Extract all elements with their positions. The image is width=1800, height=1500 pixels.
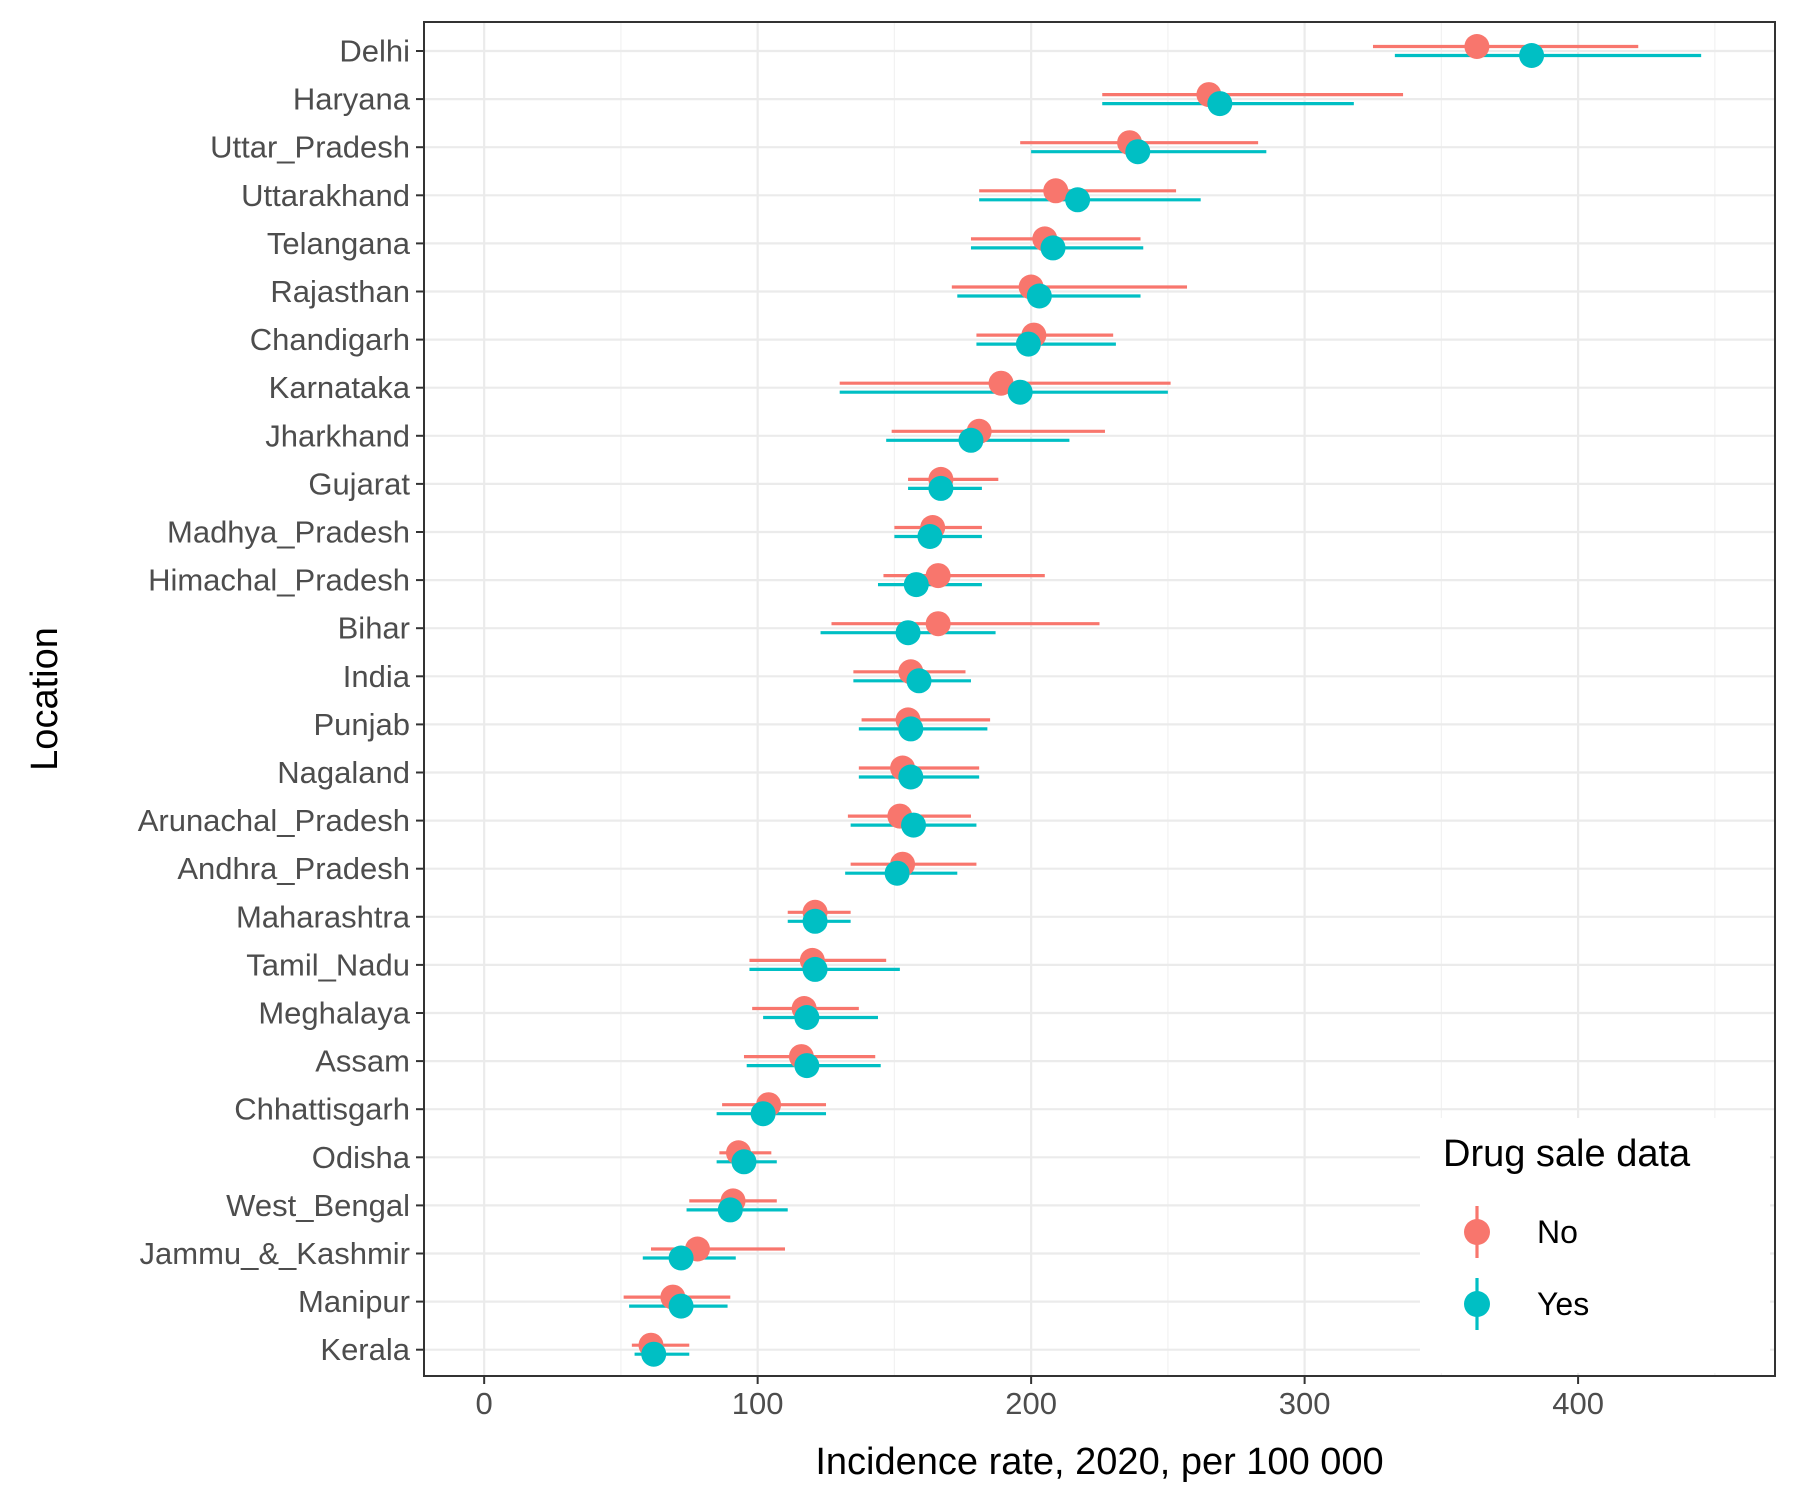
point-yes (1065, 187, 1091, 213)
point-yes (1040, 235, 1066, 261)
y-tick-label: Arunachal_Pradesh (138, 803, 410, 838)
y-tick-label: Manipur (298, 1284, 410, 1319)
point-yes (731, 1149, 757, 1175)
point-yes (1519, 43, 1545, 68)
x-tick-label: 400 (1552, 1386, 1604, 1421)
point-yes (901, 812, 927, 838)
y-axis-title: Location (24, 627, 66, 771)
y-tick-label: Rajasthan (270, 274, 410, 309)
point-yes (668, 1245, 694, 1271)
x-tick-label: 100 (732, 1386, 784, 1421)
point-yes (794, 1005, 820, 1030)
y-tick-label: Madhya_Pradesh (167, 515, 410, 550)
point-no (1464, 34, 1490, 59)
point-yes (1015, 331, 1041, 357)
y-tick-label: Kerala (320, 1332, 410, 1367)
y-tick-label: Assam (315, 1044, 410, 1079)
y-tick-label: Haryana (293, 82, 411, 117)
point-yes (1125, 139, 1151, 165)
legend-key-point (1464, 1219, 1490, 1245)
point-yes (802, 956, 828, 982)
point-yes (917, 524, 943, 549)
point-no (988, 370, 1014, 396)
point-yes (903, 572, 929, 598)
y-tick-label: Andhra_Pradesh (177, 851, 410, 886)
y-tick-label: Jammu_&_Kashmir (140, 1236, 410, 1271)
y-tick-label: Bihar (338, 611, 410, 646)
point-yes (668, 1293, 694, 1319)
y-tick-label: Odisha (312, 1140, 411, 1175)
point-yes (906, 668, 932, 694)
point-yes (1207, 91, 1233, 117)
y-tick-label: Maharashtra (236, 899, 411, 934)
legend-key-point (1464, 1291, 1490, 1317)
y-tick-label: Delhi (339, 34, 410, 69)
point-no (925, 563, 951, 589)
y-tick-label: Jharkhand (265, 418, 410, 453)
points (638, 34, 1545, 1367)
x-tick-label: 0 (476, 1386, 493, 1421)
legend-label: Yes (1537, 1286, 1589, 1322)
y-axis: Delhi Haryana Uttar_Pradesh Uttarakhand Tela… (138, 34, 424, 1367)
point-no (1043, 178, 1069, 204)
y-tick-label: West_Bengal (226, 1188, 410, 1223)
point-yes (928, 475, 954, 501)
point-yes (958, 427, 984, 453)
point-yes (1026, 283, 1052, 309)
x-axis-title: Incidence rate, 2020, per 100 000 (815, 1441, 1383, 1483)
legend-title: Drug sale data (1443, 1133, 1691, 1175)
y-tick-label: Gujarat (308, 466, 410, 501)
y-tick-label: Nagaland (277, 755, 410, 790)
x-tick-label: 300 (1279, 1386, 1331, 1421)
y-tick-label: India (343, 659, 411, 694)
y-tick-label: Chhattisgarh (234, 1092, 410, 1127)
panel-border (423, 21, 1776, 1377)
point-yes (794, 1053, 820, 1079)
y-tick-label: Tamil_Nadu (246, 947, 410, 982)
y-tick-label: Himachal_Pradesh (148, 563, 410, 598)
point-yes (802, 908, 828, 934)
y-tick-label: Uttarakhand (241, 178, 410, 213)
point-yes (895, 620, 921, 646)
y-tick-label: Uttar_Pradesh (210, 130, 410, 165)
y-tick-label: Telangana (267, 226, 411, 261)
point-yes (898, 716, 924, 742)
x-tick-label: 200 (1005, 1386, 1057, 1421)
y-tick-label: Karnataka (269, 370, 411, 405)
point-yes (1007, 379, 1033, 405)
point-no (925, 611, 951, 637)
point-yes (750, 1101, 776, 1127)
point-yes (884, 860, 910, 886)
legend: Drug sale data No Yes (1420, 1118, 1770, 1373)
point-yes (641, 1341, 667, 1367)
point-yes (898, 764, 924, 790)
point-yes (717, 1197, 743, 1223)
legend-label: No (1537, 1214, 1578, 1250)
y-tick-label: Meghalaya (258, 996, 410, 1031)
y-tick-label: Punjab (313, 707, 410, 742)
y-tick-label: Chandigarh (250, 322, 410, 357)
x-axis: 0 100 200 300 400 (476, 1376, 1604, 1421)
